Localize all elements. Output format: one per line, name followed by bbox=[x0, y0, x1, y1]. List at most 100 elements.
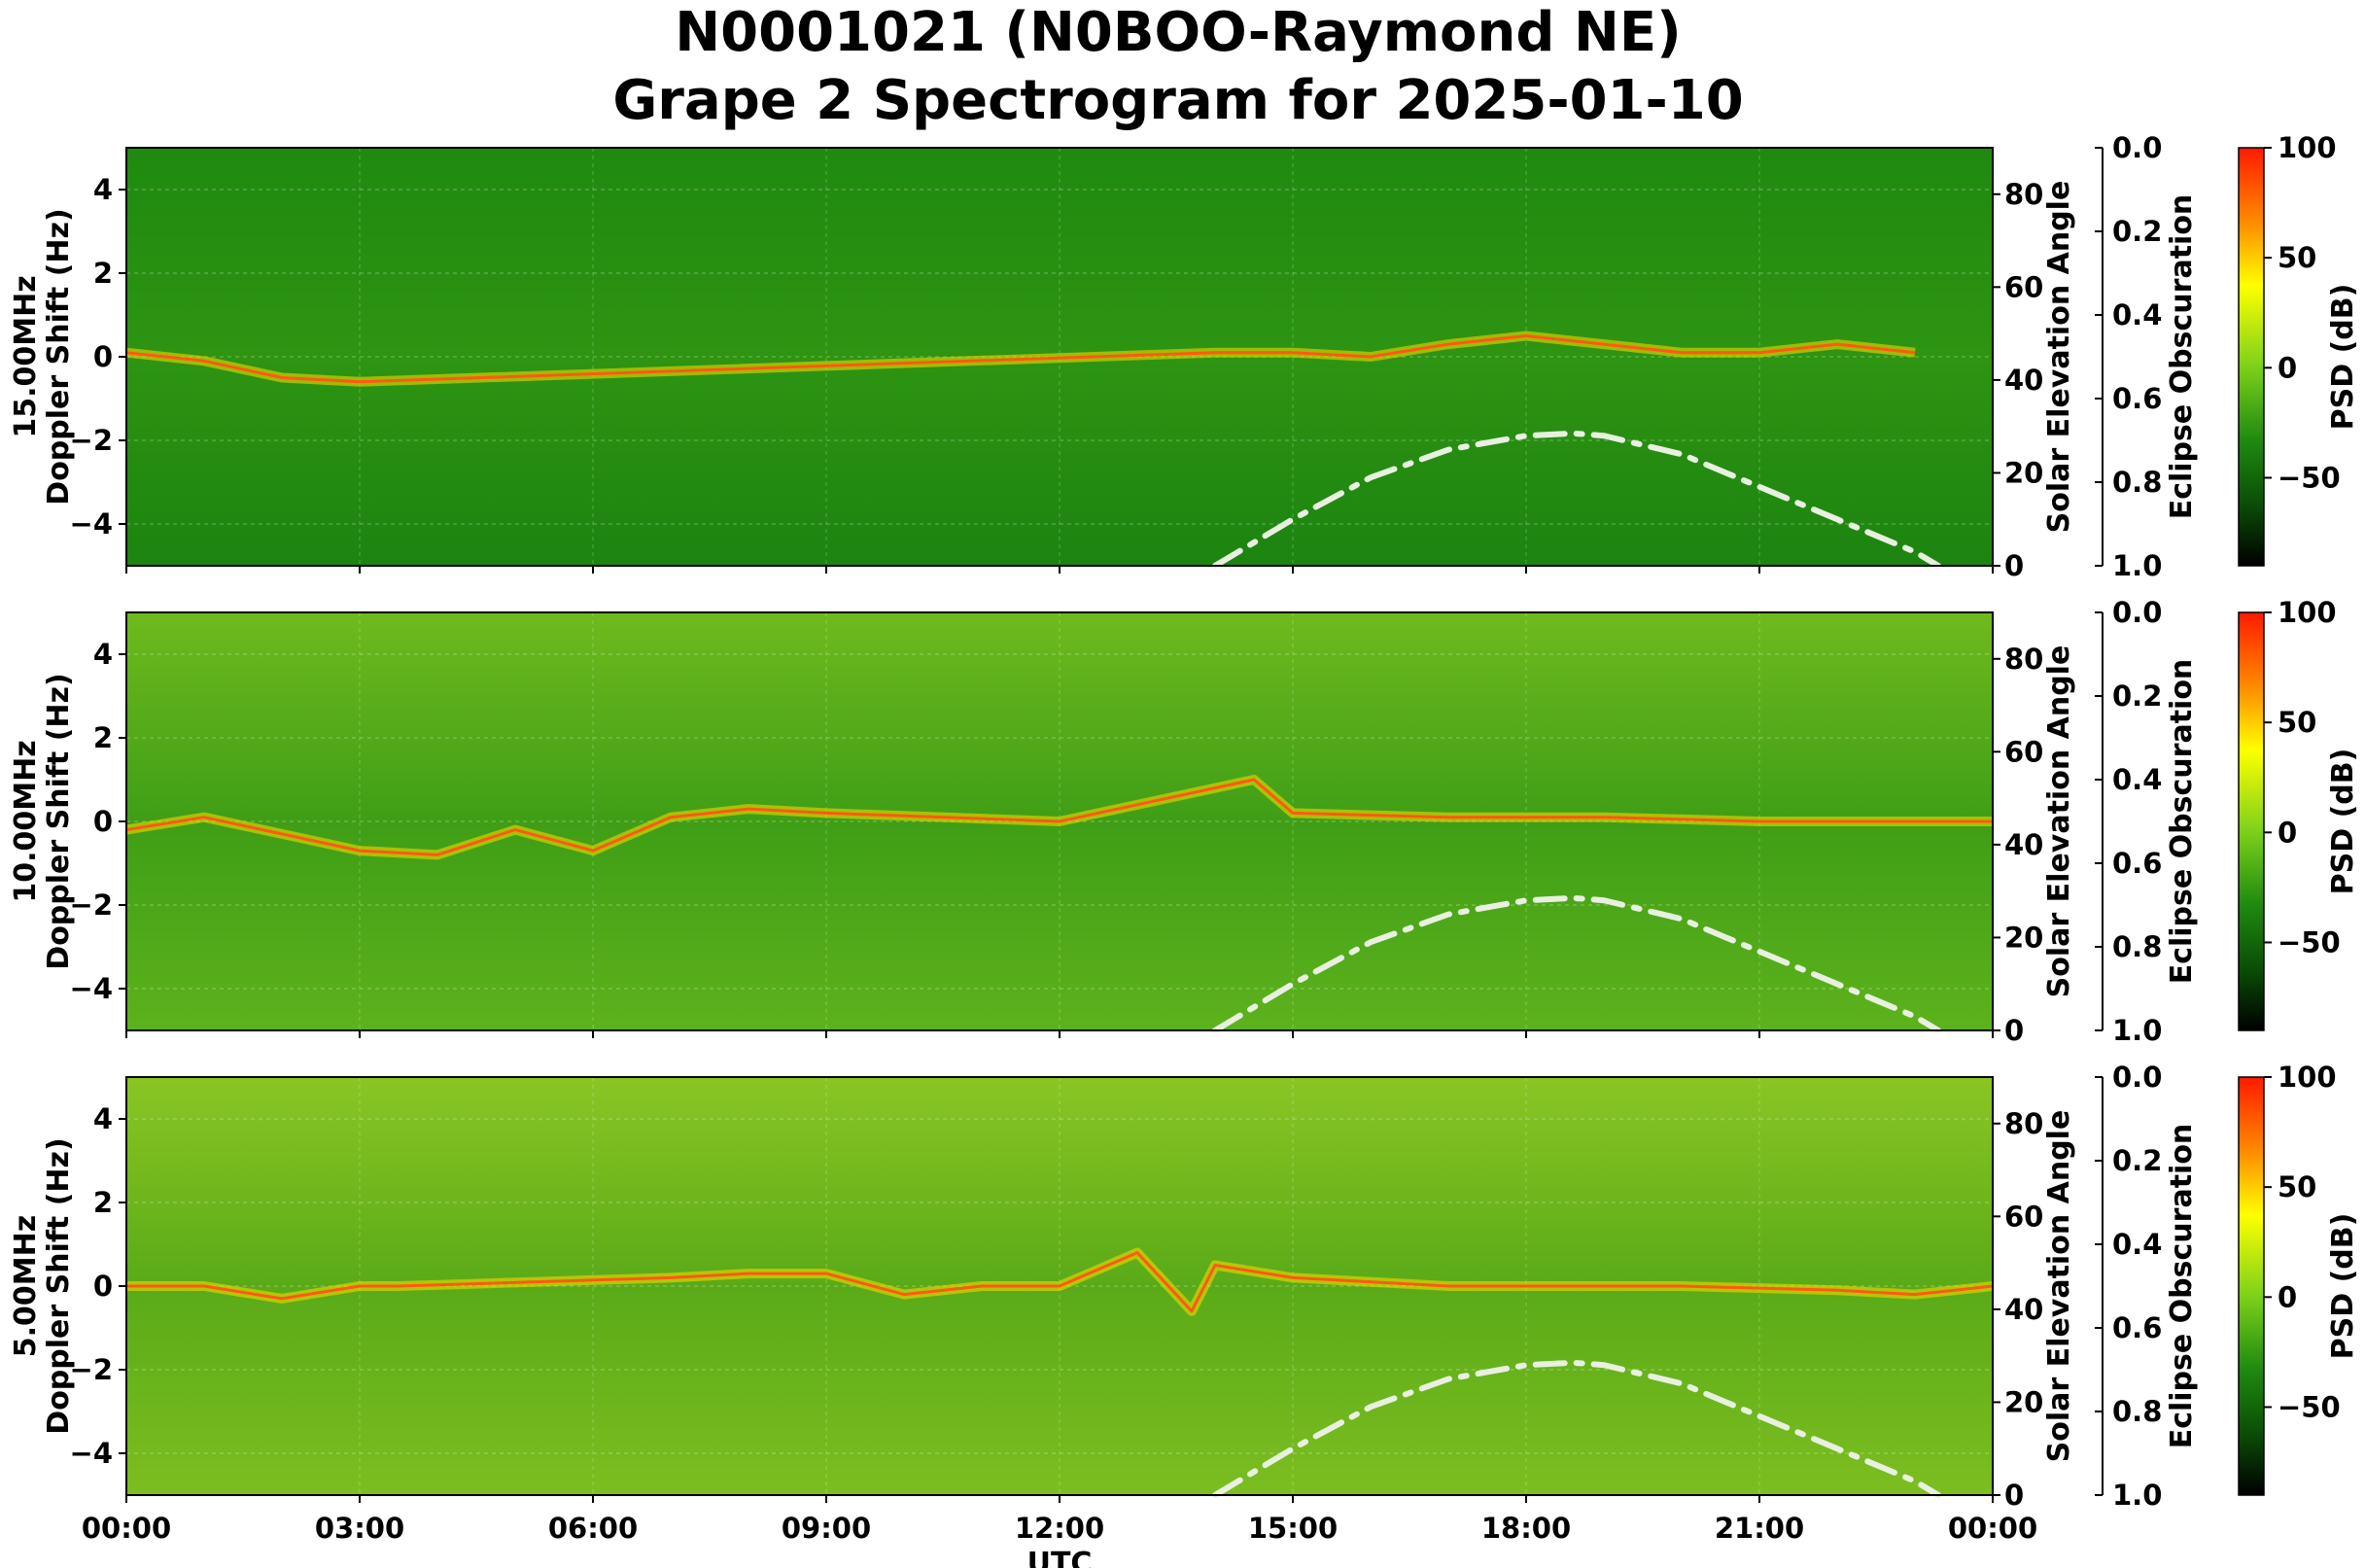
colorbar bbox=[2238, 1076, 2265, 1496]
y3tick-label: 1.0 bbox=[2112, 549, 2162, 582]
panel-1: −4 −2 0 2 4 10.00MHz Doppler Shift (Hz) 0 20 40 60… bbox=[9, 596, 2360, 1047]
y3tick-label: 1.0 bbox=[2112, 1479, 2162, 1512]
ytick-label: −4 bbox=[70, 1437, 113, 1470]
cbar-label: PSD (dB) bbox=[2326, 749, 2360, 895]
xtick-label: 21:00 bbox=[1715, 1512, 1804, 1545]
y-axis-label: Doppler Shift (Hz) bbox=[42, 1137, 76, 1434]
solar-elevation-curve bbox=[1212, 894, 1941, 1033]
y2tick-label: 0 bbox=[2004, 1479, 2024, 1512]
xtick-label: 09:00 bbox=[782, 1512, 871, 1545]
y3tick-label: 0.2 bbox=[2112, 679, 2162, 713]
y2tick-label: 20 bbox=[2004, 456, 2043, 489]
y2tick-label: 20 bbox=[2004, 1385, 2043, 1418]
y3tick-label: 0.6 bbox=[2112, 847, 2162, 880]
y3tick-label: 0.8 bbox=[2112, 930, 2162, 963]
doppler-trace bbox=[126, 1251, 1994, 1313]
x-axis-label: UTC bbox=[1027, 1547, 1093, 1568]
cbar-label: PSD (dB) bbox=[2326, 284, 2360, 431]
y2tick-label: 20 bbox=[2004, 921, 2043, 954]
y2-axis-label: Solar Elevation Angle bbox=[2042, 181, 2076, 534]
panel-0: −4 −2 0 2 4 15.00MHz Doppler Shift (Hz) 0 20 40 60… bbox=[9, 131, 2360, 582]
y3tick-label: 1.0 bbox=[2112, 1014, 2162, 1047]
cbar-label: PSD (dB) bbox=[2326, 1213, 2360, 1360]
panel-2: −4 −2 0 2 4 5.00MHz Doppler Shift (Hz) 0 20 40 60 8… bbox=[9, 1061, 2360, 1568]
y3tick-label: 0.0 bbox=[2112, 596, 2162, 629]
y3tick-label: 0.4 bbox=[2112, 298, 2162, 331]
y2tick-label: 40 bbox=[2004, 828, 2043, 861]
ytick-label: 4 bbox=[93, 173, 113, 206]
y3tick-label: 0.4 bbox=[2112, 763, 2162, 796]
figure-title-line1: N0001021 (N0BOO-Raymond NE) bbox=[675, 1, 1681, 64]
ytick-label: 0 bbox=[93, 1270, 113, 1303]
cbar-tick-label: −50 bbox=[2278, 925, 2341, 958]
y2tick-label: 60 bbox=[2004, 1200, 2043, 1233]
doppler-trace bbox=[125, 334, 1916, 384]
y3tick-label: 0.8 bbox=[2112, 1395, 2162, 1428]
ytick-label: −4 bbox=[70, 507, 113, 540]
y-axis-label: Doppler Shift (Hz) bbox=[42, 673, 76, 969]
xtick-label: 00:00 bbox=[1948, 1512, 2037, 1545]
xtick-label: 12:00 bbox=[1015, 1512, 1104, 1545]
cbar-tick-label: 50 bbox=[2278, 1170, 2316, 1203]
cbar-tick-label: 50 bbox=[2278, 241, 2316, 274]
y3-axis-label: Eclipse Obscuration bbox=[2165, 1124, 2199, 1449]
cbar-tick-label: 100 bbox=[2278, 131, 2337, 164]
cbar-tick-label: −50 bbox=[2278, 461, 2341, 494]
xtick-label: 03:00 bbox=[315, 1512, 404, 1545]
freq-label: 15.00MHz bbox=[9, 275, 43, 437]
cbar-tick-label: 0 bbox=[2278, 816, 2297, 849]
ytick-label: −2 bbox=[70, 889, 113, 922]
ytick-label: 2 bbox=[93, 721, 113, 754]
y2tick-label: 80 bbox=[2004, 1107, 2043, 1140]
ytick-label: −4 bbox=[70, 972, 113, 1005]
y2tick-label: 0 bbox=[2004, 1014, 2024, 1047]
cbar-tick-label: 100 bbox=[2278, 1061, 2337, 1094]
colorbar bbox=[2238, 611, 2265, 1031]
doppler-trace bbox=[125, 778, 1993, 856]
figure-title-line2: Grape 2 Spectrogram for 2025-01-10 bbox=[612, 69, 1743, 132]
cbar-tick-label: −50 bbox=[2278, 1390, 2341, 1423]
xtick-label: 06:00 bbox=[548, 1512, 638, 1545]
y2tick-label: 0 bbox=[2004, 549, 2024, 582]
y3tick-label: 0.4 bbox=[2112, 1228, 2162, 1261]
xtick-label: 15:00 bbox=[1248, 1512, 1338, 1545]
cbar-tick-label: 0 bbox=[2278, 351, 2297, 384]
ytick-label: 2 bbox=[93, 257, 113, 290]
y3tick-label: 0.2 bbox=[2112, 215, 2162, 248]
y2tick-label: 80 bbox=[2004, 178, 2043, 211]
y3-axis-label: Eclipse Obscuration bbox=[2165, 659, 2199, 985]
y2tick-label: 60 bbox=[2004, 270, 2043, 303]
ytick-label: 2 bbox=[93, 1186, 113, 1219]
colorbar bbox=[2238, 147, 2265, 567]
y2-axis-label: Solar Elevation Angle bbox=[2042, 1110, 2076, 1463]
freq-label: 5.00MHz bbox=[9, 1215, 43, 1357]
ytick-label: −2 bbox=[70, 424, 113, 457]
y3tick-label: 0.6 bbox=[2112, 382, 2162, 415]
y2-axis-label: Solar Elevation Angle bbox=[2042, 645, 2076, 998]
y3tick-label: 0.2 bbox=[2112, 1144, 2162, 1177]
y2tick-label: 40 bbox=[2004, 1293, 2043, 1326]
ytick-label: −2 bbox=[70, 1353, 113, 1386]
ytick-label: 0 bbox=[93, 340, 113, 373]
ytick-label: 4 bbox=[93, 638, 113, 671]
y2tick-label: 60 bbox=[2004, 735, 2043, 768]
y2tick-label: 40 bbox=[2004, 364, 2043, 397]
ytick-label: 0 bbox=[93, 805, 113, 838]
xtick-label: 18:00 bbox=[1481, 1512, 1571, 1545]
y3tick-label: 0.0 bbox=[2112, 1061, 2162, 1094]
y3tick-label: 0.6 bbox=[2112, 1311, 2162, 1344]
y3tick-label: 0.0 bbox=[2112, 131, 2162, 164]
ytick-label: 4 bbox=[93, 1102, 113, 1135]
xtick-label: 00:00 bbox=[82, 1512, 171, 1545]
solar-elevation-curve bbox=[1212, 1359, 1941, 1498]
y3tick-label: 0.8 bbox=[2112, 466, 2162, 499]
y3-axis-label: Eclipse Obscuration bbox=[2165, 194, 2199, 520]
cbar-tick-label: 50 bbox=[2278, 706, 2316, 739]
cbar-tick-label: 0 bbox=[2278, 1280, 2297, 1313]
y-axis-label: Doppler Shift (Hz) bbox=[42, 208, 76, 505]
solar-elevation-curve bbox=[1212, 430, 1941, 569]
y2tick-label: 80 bbox=[2004, 643, 2043, 676]
freq-label: 10.00MHz bbox=[9, 740, 43, 902]
